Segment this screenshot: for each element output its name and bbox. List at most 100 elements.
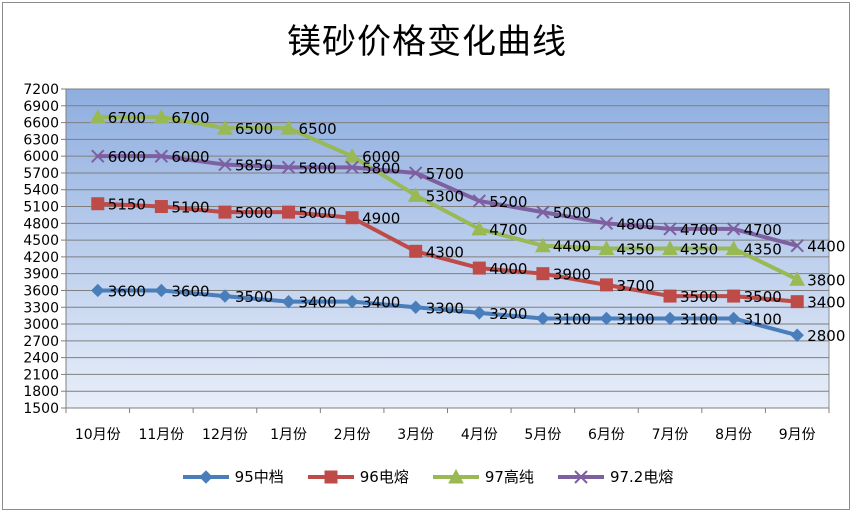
series-2-point: [154, 200, 168, 214]
x-tick-label: 12月份: [202, 427, 248, 443]
marker-stroke: [790, 238, 804, 253]
series-4-point: [91, 149, 105, 163]
marker-stroke: [472, 194, 486, 208]
marker-stroke: [536, 205, 550, 219]
legend-swatch: [557, 469, 604, 484]
series-1-point: [281, 294, 296, 309]
series-1-point: [154, 283, 169, 298]
series-4-point: [726, 222, 741, 236]
x-tick-label: 8月份: [715, 427, 752, 443]
series-2-point: [91, 197, 105, 211]
series-2-data-label: 4300: [426, 243, 464, 261]
series-2-data-label: 5150: [108, 196, 146, 214]
series-4-data-label: 5800: [362, 159, 400, 177]
series-4-point: [472, 194, 486, 208]
legend-label: 97高纯: [484, 468, 534, 486]
y-tick-label: 5400: [23, 183, 59, 199]
y-tick-label: 2700: [23, 334, 59, 350]
x-tick-label: 9月份: [779, 427, 816, 443]
series-2-point: [599, 278, 613, 292]
legend-swatch-marker: [448, 468, 464, 483]
series-3-data-label: 6000: [362, 148, 400, 166]
y-tick-label: 3300: [23, 300, 59, 316]
legend-swatch-marker: [324, 470, 338, 483]
marker-stroke: [726, 222, 741, 236]
series-3-point: [471, 220, 488, 236]
series-4-data-label: 4700: [680, 221, 718, 239]
series-2-point: [345, 211, 359, 225]
series-3-point: [598, 240, 615, 255]
series-2-point: [472, 261, 486, 275]
legend: 95中档 96电熔 97高纯 97.2电熔: [0, 466, 854, 487]
y-tick-label: 6300: [23, 132, 59, 148]
series-3-data-label: 6700: [108, 109, 146, 127]
marker-stroke: [154, 149, 169, 163]
series-2-point: [282, 205, 296, 219]
series-4-point: [663, 222, 677, 236]
series-4-point: [345, 160, 359, 175]
series-4-line: [97, 154, 798, 248]
series-1-data-label: 3300: [426, 299, 464, 317]
legend-label: 95中档: [234, 468, 284, 486]
series-3-point: [789, 271, 806, 286]
x-tick-label: 1月份: [270, 427, 307, 443]
y-tick-label: 4500: [23, 233, 59, 249]
series-1-point: [345, 294, 359, 309]
series-1-data-label: 3600: [108, 282, 146, 300]
series-4-data-label: 5000: [553, 204, 591, 222]
series-3-data-label: 3800: [807, 271, 845, 289]
series-3-data-label: 6500: [299, 120, 337, 138]
series-4-data-label: 5800: [299, 159, 337, 177]
x-tick-label: 3月份: [397, 427, 434, 443]
series-4-point: [599, 216, 614, 231]
series-4-data-label: 4400: [807, 238, 845, 256]
series-1-data-label: 3100: [680, 310, 718, 328]
y-tick-label: 5700: [23, 166, 59, 182]
series-3-data-label: 4350: [616, 241, 654, 259]
marker-stroke: [345, 160, 359, 175]
series-1-point: [726, 311, 741, 326]
series-1-point: [790, 328, 804, 342]
series-1-data-label: 3100: [616, 310, 654, 328]
series-4-point: [154, 149, 169, 163]
series-1-point: [536, 311, 550, 326]
x-tick-label: 11月份: [138, 427, 184, 443]
x-tick-label: 5月份: [524, 427, 561, 443]
series-2-point: [409, 244, 423, 258]
y-tick-label: 6600: [23, 116, 59, 132]
series-3-data-label: 4350: [744, 241, 782, 259]
series-4-point: [790, 238, 804, 253]
legend-swatch: [307, 470, 354, 483]
y-tick-label: 1500: [23, 401, 59, 417]
series-2-data-label: 3700: [616, 277, 654, 295]
legend-swatch-marker: [198, 469, 213, 484]
series-1-data-label: 3500: [235, 288, 273, 306]
series-2-data-label: 4000: [489, 260, 527, 278]
series-2-point: [218, 205, 232, 219]
series-2-point: [663, 289, 677, 303]
y-tick-label: 7200: [23, 82, 59, 98]
series-1-data-label: 3100: [744, 310, 782, 328]
series-3-data-label: 6500: [235, 120, 273, 138]
series-3-point: [89, 108, 106, 124]
x-tick-label: 2月份: [334, 427, 371, 443]
series-1-point: [409, 300, 423, 314]
series-3-point: [153, 108, 170, 124]
series-4-data-label: 5200: [489, 193, 527, 211]
series-3-point: [344, 148, 360, 163]
y-tick-label: 6900: [23, 99, 59, 115]
series-4-data-label: 4800: [616, 215, 654, 233]
series-1-point: [218, 289, 232, 303]
series-1-point: [91, 283, 105, 298]
series-4-point: [409, 166, 423, 180]
y-tick-label: 1800: [23, 384, 59, 400]
legend-item-4: 97.2电熔: [556, 466, 673, 487]
legend-label: 97.2电熔: [609, 468, 674, 486]
series-3-point: [725, 240, 742, 255]
y-tick-label: 4200: [23, 250, 59, 266]
marker-stroke: [281, 160, 296, 175]
marker-stroke: [574, 469, 588, 484]
series-1-point: [663, 311, 677, 326]
series-3-data-label: 4350: [680, 241, 718, 259]
